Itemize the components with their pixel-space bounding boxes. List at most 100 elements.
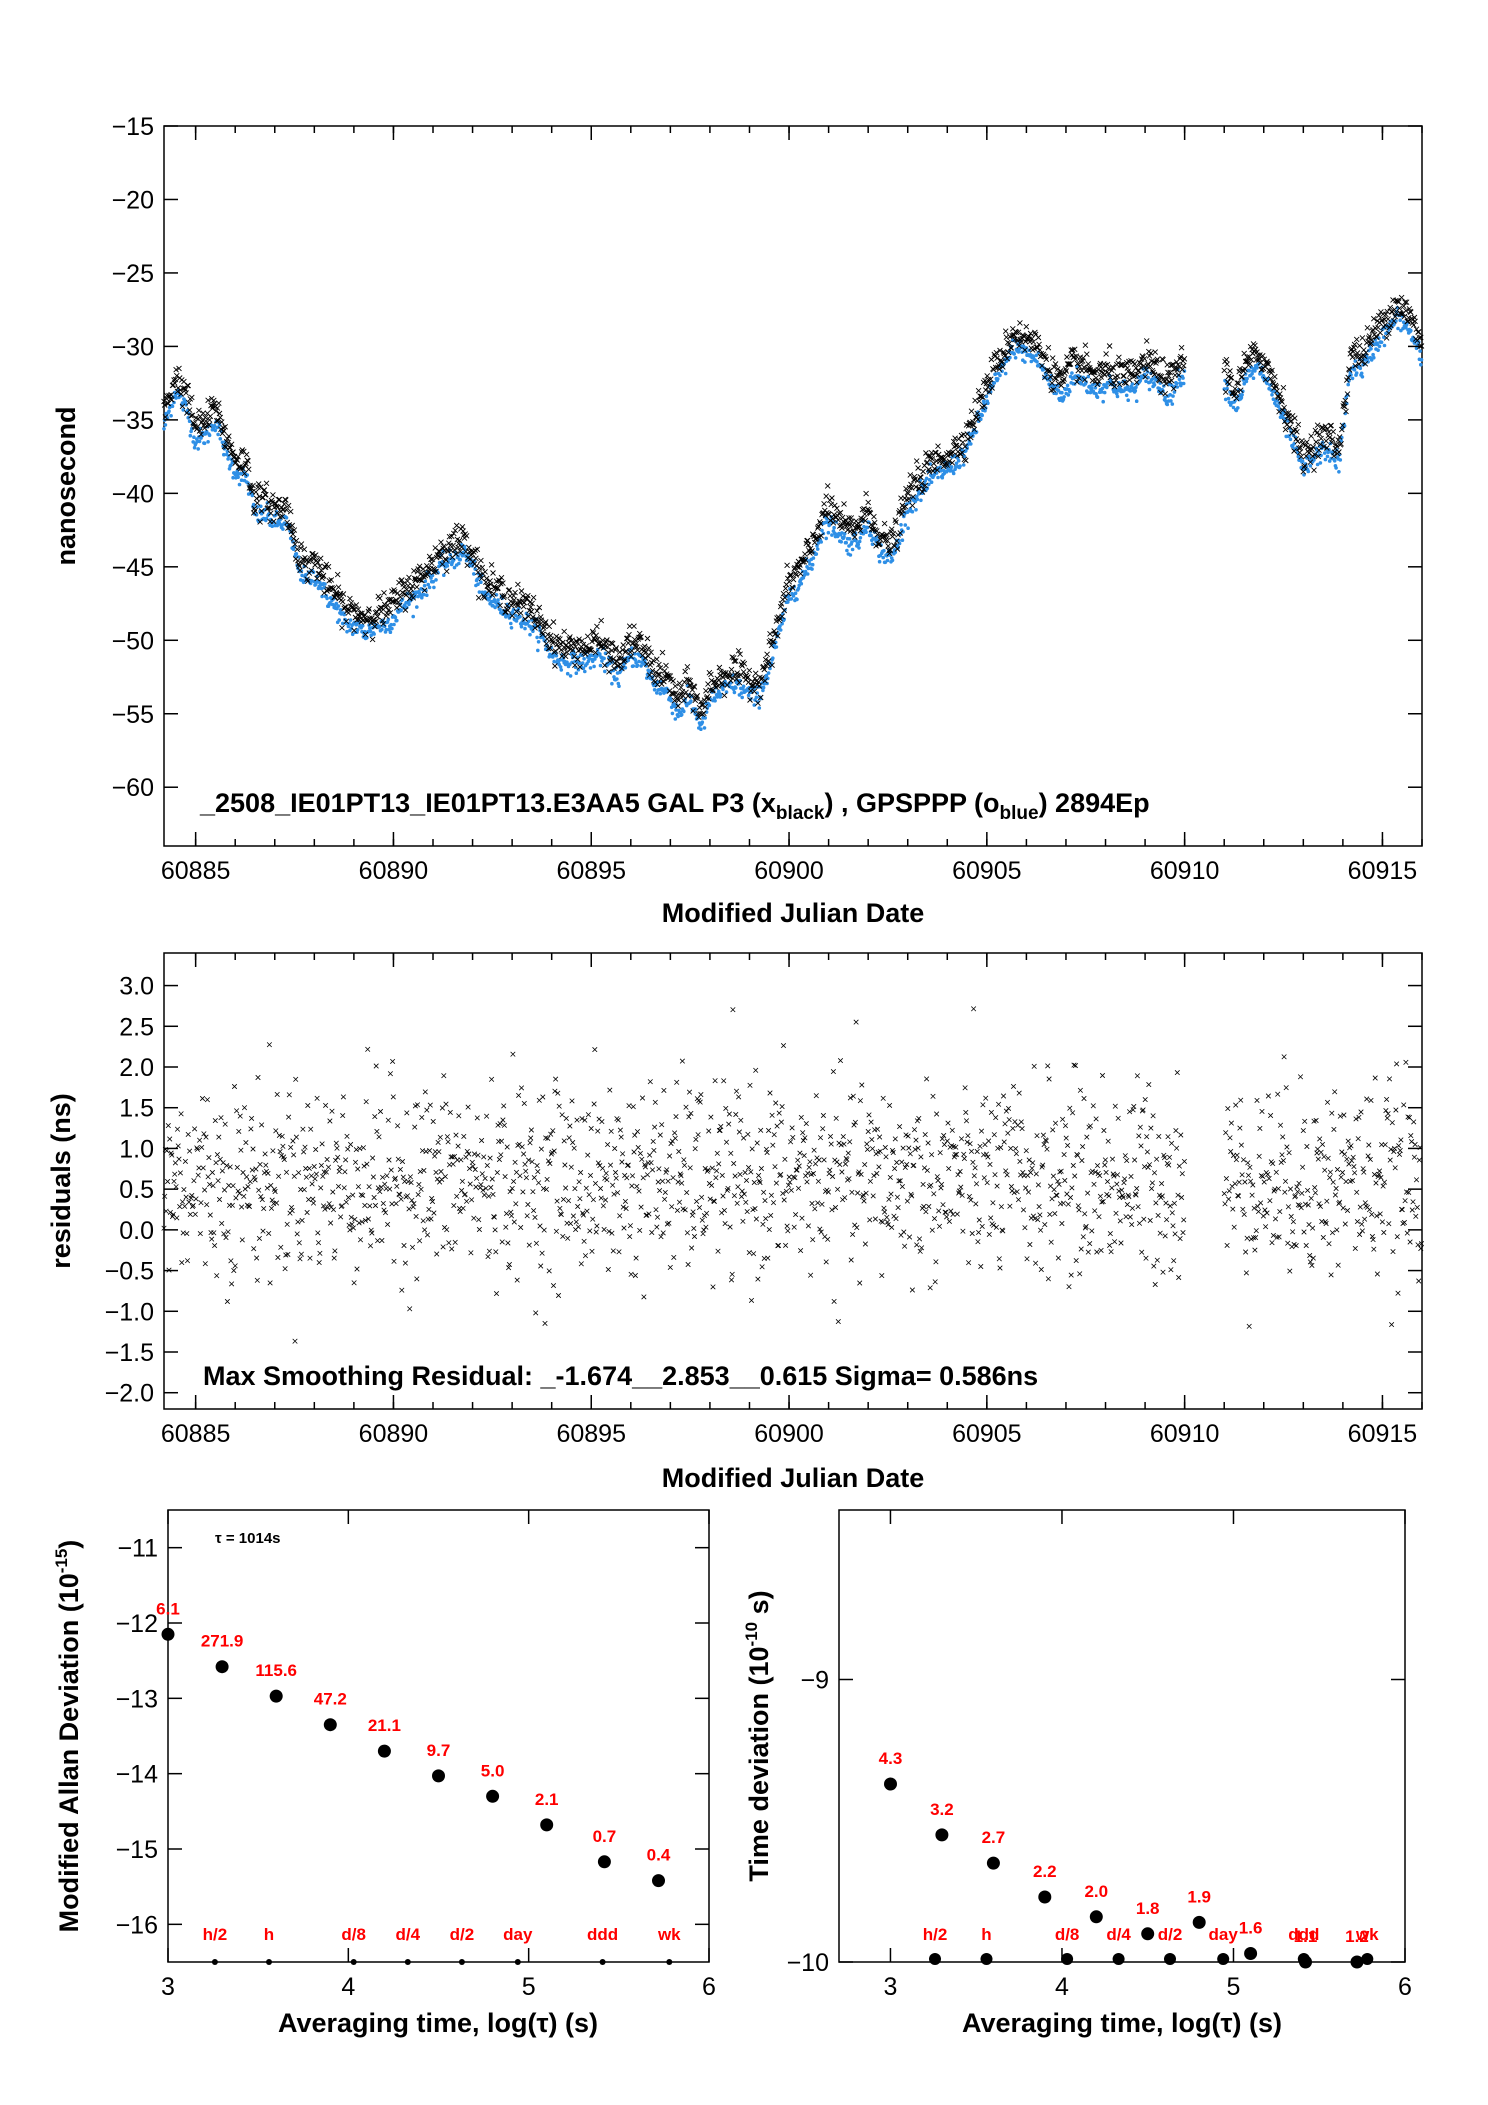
blue-point: [966, 442, 970, 447]
residual-point: [519, 1144, 525, 1150]
residual-point: [1149, 1180, 1155, 1186]
residual-point: [820, 1112, 826, 1119]
black-point: [473, 562, 480, 569]
residual-point: [1225, 1106, 1231, 1112]
residual-point: [231, 1267, 237, 1274]
black-point: [865, 499, 872, 506]
residual-point: [266, 1042, 272, 1048]
residual-point: [629, 1173, 636, 1179]
black-point: [641, 643, 648, 650]
blue-point: [407, 602, 411, 607]
residual-point: [756, 1178, 762, 1184]
residual-point: [394, 1183, 400, 1189]
blue-point: [1130, 382, 1135, 386]
residual-point: [778, 1119, 784, 1125]
residual-point: [399, 1158, 406, 1165]
black-point: [764, 651, 770, 658]
residual-point: [335, 1183, 342, 1189]
black-point: [207, 413, 214, 420]
residual-point: [933, 1259, 939, 1265]
residual-point: [695, 1132, 701, 1138]
residual-point: [819, 1201, 825, 1207]
blue-point: [1165, 402, 1170, 407]
residual-point: [516, 1092, 522, 1098]
residual-point: [251, 1246, 257, 1252]
residual-point: [631, 1149, 637, 1155]
black-point: [498, 574, 505, 581]
residual-point: [675, 1179, 681, 1185]
residual-point: [1094, 1163, 1101, 1169]
blue-point: [592, 664, 596, 669]
blue-point: [598, 652, 602, 656]
blue-point: [477, 590, 482, 594]
blue-point: [1013, 356, 1018, 360]
residual-point: [944, 1138, 950, 1144]
residual-point: [869, 1137, 875, 1143]
black-point: [972, 397, 978, 404]
residual-point: [1076, 1207, 1082, 1213]
residual-point: [714, 1150, 720, 1156]
blue-point: [1337, 470, 1341, 474]
residual-point: [1125, 1192, 1131, 1198]
residual-point: [345, 1146, 351, 1152]
residual-point: [401, 1242, 407, 1249]
residual-point: [962, 1085, 968, 1091]
residual-point: [288, 1204, 295, 1210]
residual-point: [464, 1198, 470, 1204]
residual-point: [781, 1197, 787, 1203]
black-point: [482, 568, 488, 575]
residual-point: [215, 1178, 221, 1184]
blue-point: [432, 585, 436, 590]
residual-point: [351, 1280, 357, 1286]
blue-point: [1169, 399, 1173, 403]
blue-point: [1318, 461, 1323, 465]
residual-point: [324, 1156, 330, 1163]
residual-point: [1135, 1204, 1141, 1210]
residual-point: [677, 1171, 683, 1177]
blue-point: [558, 665, 563, 669]
blue-point: [707, 703, 712, 708]
black-point: [261, 487, 268, 493]
residual-point: [1067, 1105, 1073, 1111]
residual-point: [434, 1176, 440, 1182]
residual-point: [635, 1144, 641, 1151]
residual-point: [1166, 1154, 1173, 1160]
residual-point: [600, 1203, 606, 1209]
residual-point: [352, 1159, 359, 1165]
residual-point: [296, 1170, 302, 1176]
residual-point: [520, 1189, 526, 1195]
residual-point: [1141, 1216, 1147, 1222]
residual-point: [784, 1223, 790, 1229]
residual-point: [335, 1154, 341, 1160]
residual-point: [1124, 1201, 1130, 1208]
residual-point: [376, 1134, 382, 1140]
residual-point: [1062, 1123, 1069, 1129]
residual-point: [1047, 1211, 1053, 1217]
black-point: [517, 610, 524, 616]
residual-point: [616, 1249, 622, 1255]
black-point: [821, 500, 827, 507]
black-point: [1410, 322, 1417, 328]
residual-point: [1174, 1145, 1180, 1151]
residual-point: [490, 1191, 496, 1197]
residual-point: [1114, 1172, 1121, 1178]
blue-point: [758, 696, 763, 701]
residual-point: [443, 1101, 449, 1107]
residual-point: [1044, 1146, 1050, 1152]
black-point: [802, 551, 808, 557]
black-point: [1385, 316, 1391, 322]
residual-point: [1060, 1200, 1066, 1206]
black-point: [1141, 355, 1148, 362]
residual-point: [1065, 1142, 1071, 1148]
residual-point: [583, 1185, 589, 1191]
residual-point: [726, 1111, 732, 1117]
residual-point: [1169, 1210, 1175, 1216]
residual-point: [632, 1132, 638, 1138]
residual-point: [182, 1158, 188, 1164]
residual-point: [538, 1263, 544, 1269]
black-point: [540, 625, 547, 631]
blue-point: [1065, 383, 1070, 388]
residual-point: [1230, 1206, 1236, 1212]
blue-point: [422, 583, 427, 588]
residual-point: [191, 1178, 197, 1184]
